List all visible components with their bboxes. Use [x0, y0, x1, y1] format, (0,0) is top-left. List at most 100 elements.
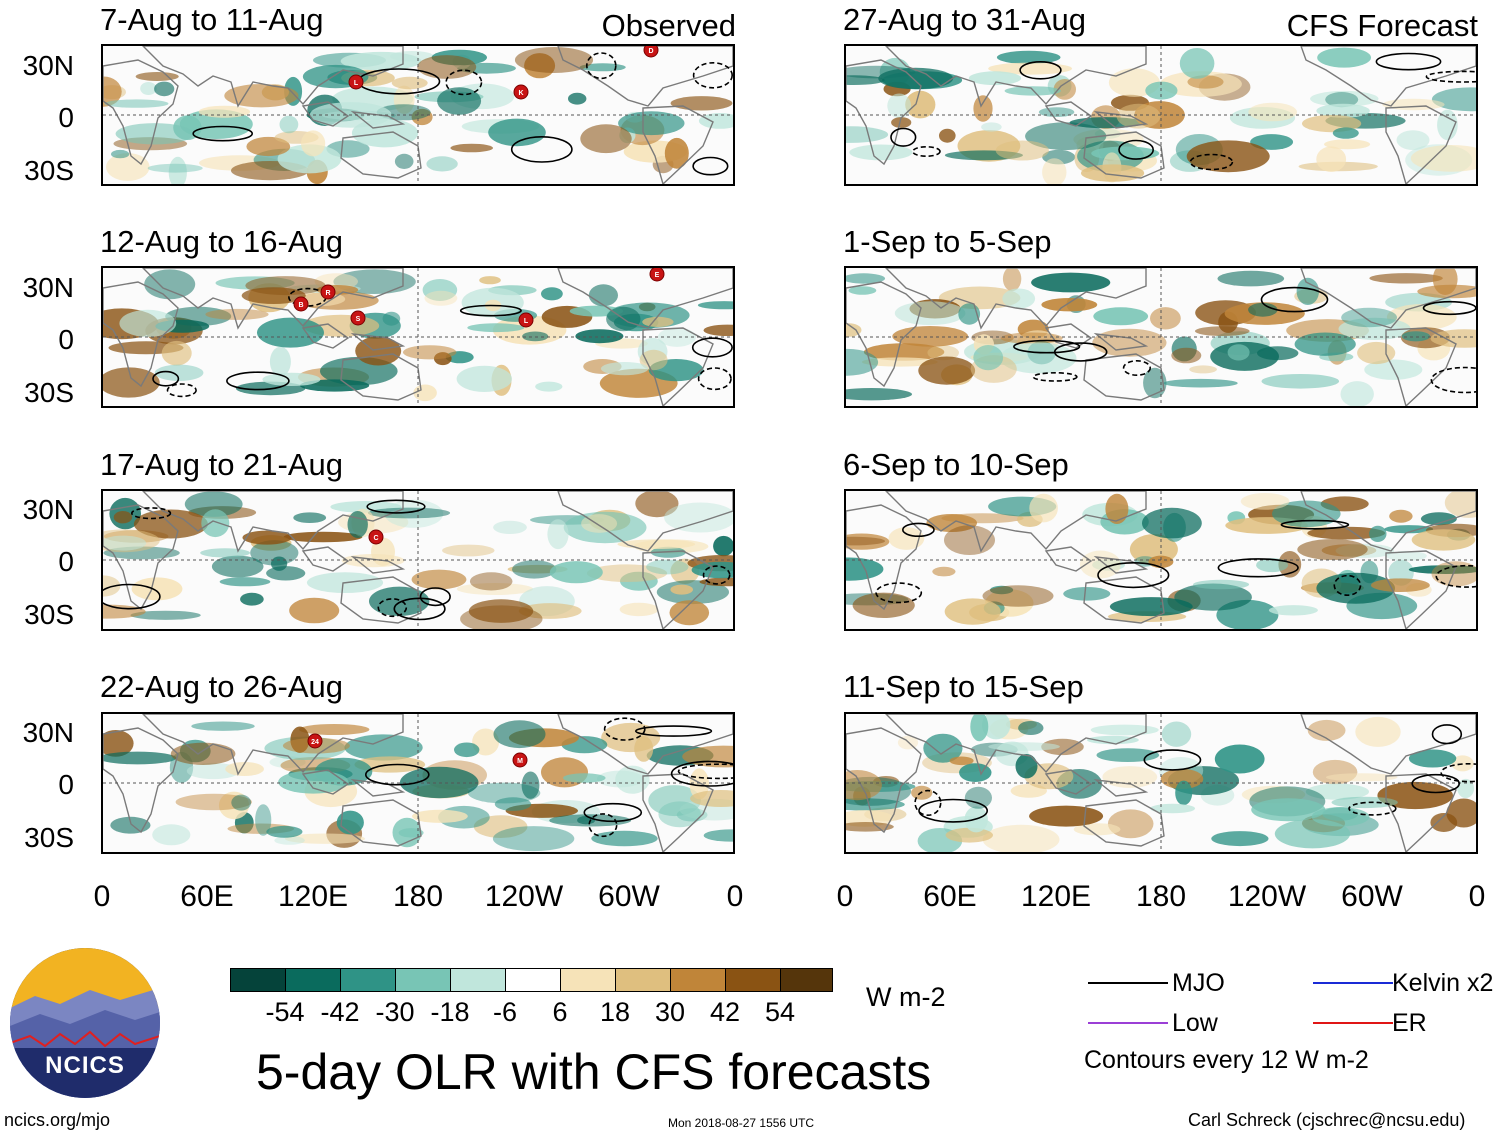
olr-anomaly: [588, 284, 618, 307]
lon-label: 0: [1468, 880, 1486, 913]
olr-anomaly: [460, 605, 543, 629]
olr-anomaly: [1042, 158, 1067, 184]
olr-anomaly: [1031, 272, 1111, 293]
olr-anomaly: [1029, 493, 1058, 523]
olr-anomaly: [1079, 550, 1121, 579]
mjo-contour: [912, 146, 941, 158]
olr-anomaly: [945, 827, 993, 843]
olr-anomaly: [1091, 146, 1160, 161]
storm-label: M: [517, 758, 523, 765]
olr-anomaly: [563, 773, 606, 783]
olr-anomaly: [467, 323, 525, 333]
olr-anomaly: [1041, 738, 1084, 756]
legend-contour-note: Contours every 12 W m-2: [1084, 1046, 1369, 1074]
olr-anomaly: [413, 384, 437, 402]
lon-label: 0: [726, 880, 744, 913]
map-svg: [846, 491, 1476, 629]
olr-anomaly: [344, 734, 423, 761]
olr-anomaly: [201, 509, 230, 538]
olr-anomaly: [1340, 381, 1374, 406]
olr-anomaly: [1341, 307, 1397, 328]
mjo-contour: [1260, 286, 1329, 313]
mjo-contour: [366, 499, 426, 514]
olr-anomaly: [255, 804, 272, 836]
lat-label: 30N: [22, 50, 74, 81]
lon-label: 180: [1135, 880, 1187, 913]
mjo-contour: [192, 125, 253, 142]
colorbar-units: W m-2: [866, 982, 946, 1012]
map-svg: C: [103, 491, 733, 629]
olr-anomaly: [1261, 374, 1340, 389]
mjo-contour: [697, 367, 732, 391]
olr-anomaly: [277, 144, 342, 174]
coastline: [340, 799, 422, 847]
mjo-contour: [1280, 519, 1350, 530]
olr-anomaly: [103, 367, 160, 398]
mjo-contour: [1348, 801, 1397, 816]
mjo-contour: [890, 127, 917, 147]
coastline: [340, 131, 422, 179]
map-svg: B R S L E: [103, 268, 733, 406]
olr-anomaly: [642, 316, 674, 327]
coastline: [642, 550, 714, 629]
olr-anomaly: [670, 584, 693, 595]
olr-anomaly: [664, 137, 689, 169]
olr-anomaly: [1087, 735, 1139, 745]
olr-anomaly: [932, 566, 956, 577]
olr-anomaly: [846, 533, 890, 550]
olr-anomaly: [549, 561, 603, 584]
olr-anomaly: [664, 502, 733, 533]
olr-anomaly: [269, 346, 291, 377]
lat-label: 0: [58, 324, 74, 355]
legend-line-kelvin: [1313, 982, 1393, 984]
olr-anomaly: [846, 126, 889, 143]
olr-anomaly: [1105, 493, 1129, 524]
lat-label: 30N: [22, 494, 74, 525]
olr-anomaly: [130, 610, 201, 620]
olr-anomaly: [469, 572, 513, 591]
olr-anomaly: [1310, 90, 1379, 107]
coastline: [1385, 327, 1457, 406]
storm-label: R: [325, 290, 330, 297]
olr-anomaly: [184, 491, 243, 517]
olr-anomaly: [1142, 507, 1202, 539]
legend-label-low: Low: [1172, 1009, 1218, 1037]
olr-anomaly: [391, 76, 428, 90]
coastline: [142, 46, 404, 108]
olr-anomaly: [219, 577, 271, 587]
olr-anomaly: [514, 47, 594, 73]
coastline: [846, 281, 922, 388]
mjo-contour: [130, 507, 172, 520]
mjo-contour: [1440, 763, 1476, 783]
olr-anomaly: [988, 742, 1060, 751]
mjo-contour: [1097, 561, 1170, 589]
olr-anomaly: [246, 136, 291, 157]
olr-anomaly: [846, 536, 885, 546]
olr-anomaly: [1174, 583, 1252, 611]
panel-title-obs-4: 22-Aug to 26-Aug: [100, 669, 344, 704]
olr-anomaly: [888, 527, 925, 550]
olr-anomaly: [846, 388, 912, 401]
olr-anomaly: [973, 345, 1004, 371]
colorbar-tick: 42: [709, 997, 741, 1027]
olr-anomaly: [384, 499, 444, 528]
footer-url-link[interactable]: ncics.org/mjo: [4, 1110, 111, 1130]
map-panel-obs-1: L K D: [101, 44, 735, 186]
olr-anomaly: [283, 531, 363, 543]
olr-anomaly: [450, 143, 494, 153]
olr-anomaly: [1316, 146, 1347, 172]
mjo-contour: [459, 304, 522, 317]
olr-anomaly: [575, 329, 624, 344]
olr-anomaly: [1227, 344, 1250, 361]
olr-anomaly: [1090, 724, 1159, 736]
forecast-label: CFS Forecast: [1286, 8, 1478, 43]
olr-anomaly: [1411, 529, 1476, 551]
mjo-contour: [1411, 773, 1461, 794]
olr-anomaly: [1307, 526, 1386, 540]
olr-anomaly: [703, 324, 733, 336]
olr-anomaly: [1002, 268, 1022, 292]
olr-anomaly: [959, 763, 992, 782]
coastline: [846, 727, 922, 834]
olr-anomaly: [698, 113, 733, 129]
olr-anomaly: [426, 156, 458, 172]
